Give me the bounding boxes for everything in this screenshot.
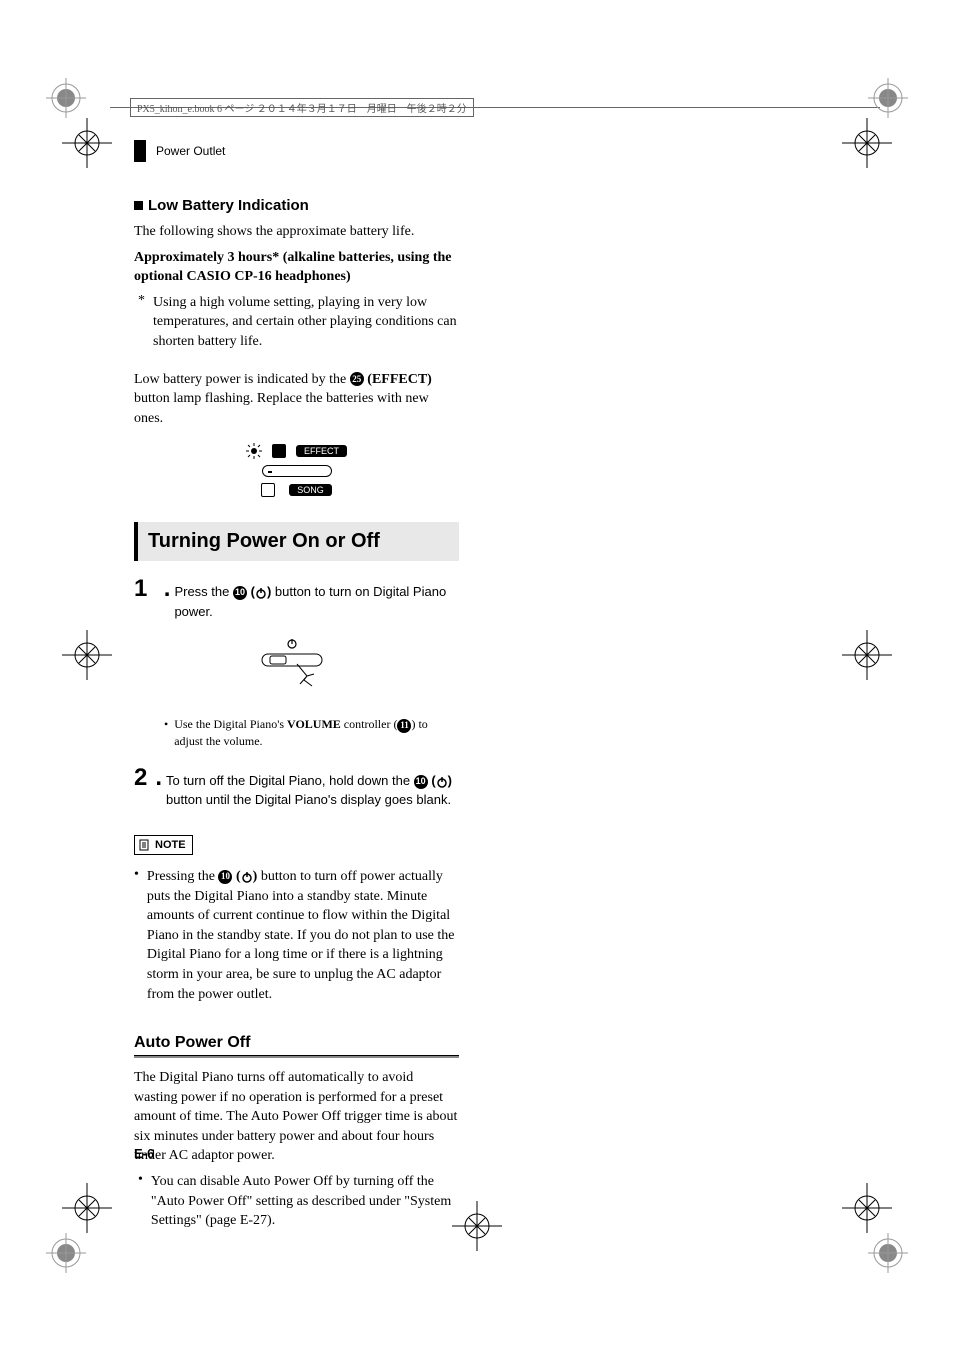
step-1: 1. Press the 10 () button to turn on Dig… [134,576,459,621]
step-number: 1 [134,576,156,621]
header-text: Power Outlet [156,144,225,158]
auto-power-bullet: • You can disable Auto Power Off by turn… [138,1172,459,1231]
crop-mark-bl [46,1233,86,1273]
note-bullet: • Pressing the 10 () button to turn off … [134,867,459,1004]
crop-target-br [842,1183,892,1233]
low-battery-title: Low Battery Indication [134,197,459,214]
circled-number-icon: 10 [233,586,247,600]
crop-mark-tr [868,78,908,118]
power-press-diagram [134,636,459,696]
crop-target-mr [842,630,892,680]
volume-note: • Use the Digital Piano's VOLUME control… [164,716,459,750]
low-battery-indicator: Low battery power is indicated by the 25… [134,370,459,429]
song-label: SONG [289,484,332,496]
auto-power-title: Auto Power Off [134,1034,459,1052]
low-battery-spec: Approximately 3 hours* (alkaline batteri… [134,248,459,287]
low-battery-intro: The following shows the approximate batt… [134,222,459,242]
crop-target-tr [842,118,892,168]
note-icon [137,838,151,852]
note-badge: NOTE [134,835,193,855]
printer-header: PX5_kihon_e.book 6 ページ ２０１４年３月１７日 月曜日 午後… [130,98,474,117]
section-header: Power Outlet [134,140,459,162]
header-block-icon [134,140,146,162]
crop-target-bl [62,1183,112,1233]
slider-icon [262,465,332,477]
page-number: E-6 [134,1146,154,1161]
crop-target-tl [62,118,112,168]
square-bullet-icon [134,201,143,210]
crop-mark-br [868,1233,908,1273]
crop-mark-tl [46,78,86,118]
subsection-rule [134,1055,459,1058]
effect-label: EFFECT [296,445,347,457]
power-icon [255,587,267,599]
crop-target-bc [452,1201,502,1251]
song-button-row: SONG [261,483,332,497]
button-diagram: EFFECT SONG [134,443,459,497]
circled-number-icon: 25 [350,372,364,386]
crop-target-ml [62,630,112,680]
battery-note: * Using a high volume setting, playing i… [138,293,459,352]
step-number: 2 [134,765,147,810]
effect-button-icon [272,444,286,458]
circled-number-icon: 11 [397,719,411,733]
asterisk-mark: * [138,293,145,352]
song-button-icon [261,483,275,497]
circled-number-icon: 10 [218,870,232,884]
auto-power-body: The Digital Piano turns off automaticall… [134,1068,459,1166]
effect-button-row: EFFECT [246,443,347,459]
step-2: 2. To turn off the Digital Piano, hold d… [134,765,459,810]
section-turning-power: Turning Power On or Off [134,522,459,561]
power-icon [241,871,253,883]
circled-number-icon: 10 [414,775,428,789]
sun-icon [246,443,262,459]
power-icon [436,776,448,788]
